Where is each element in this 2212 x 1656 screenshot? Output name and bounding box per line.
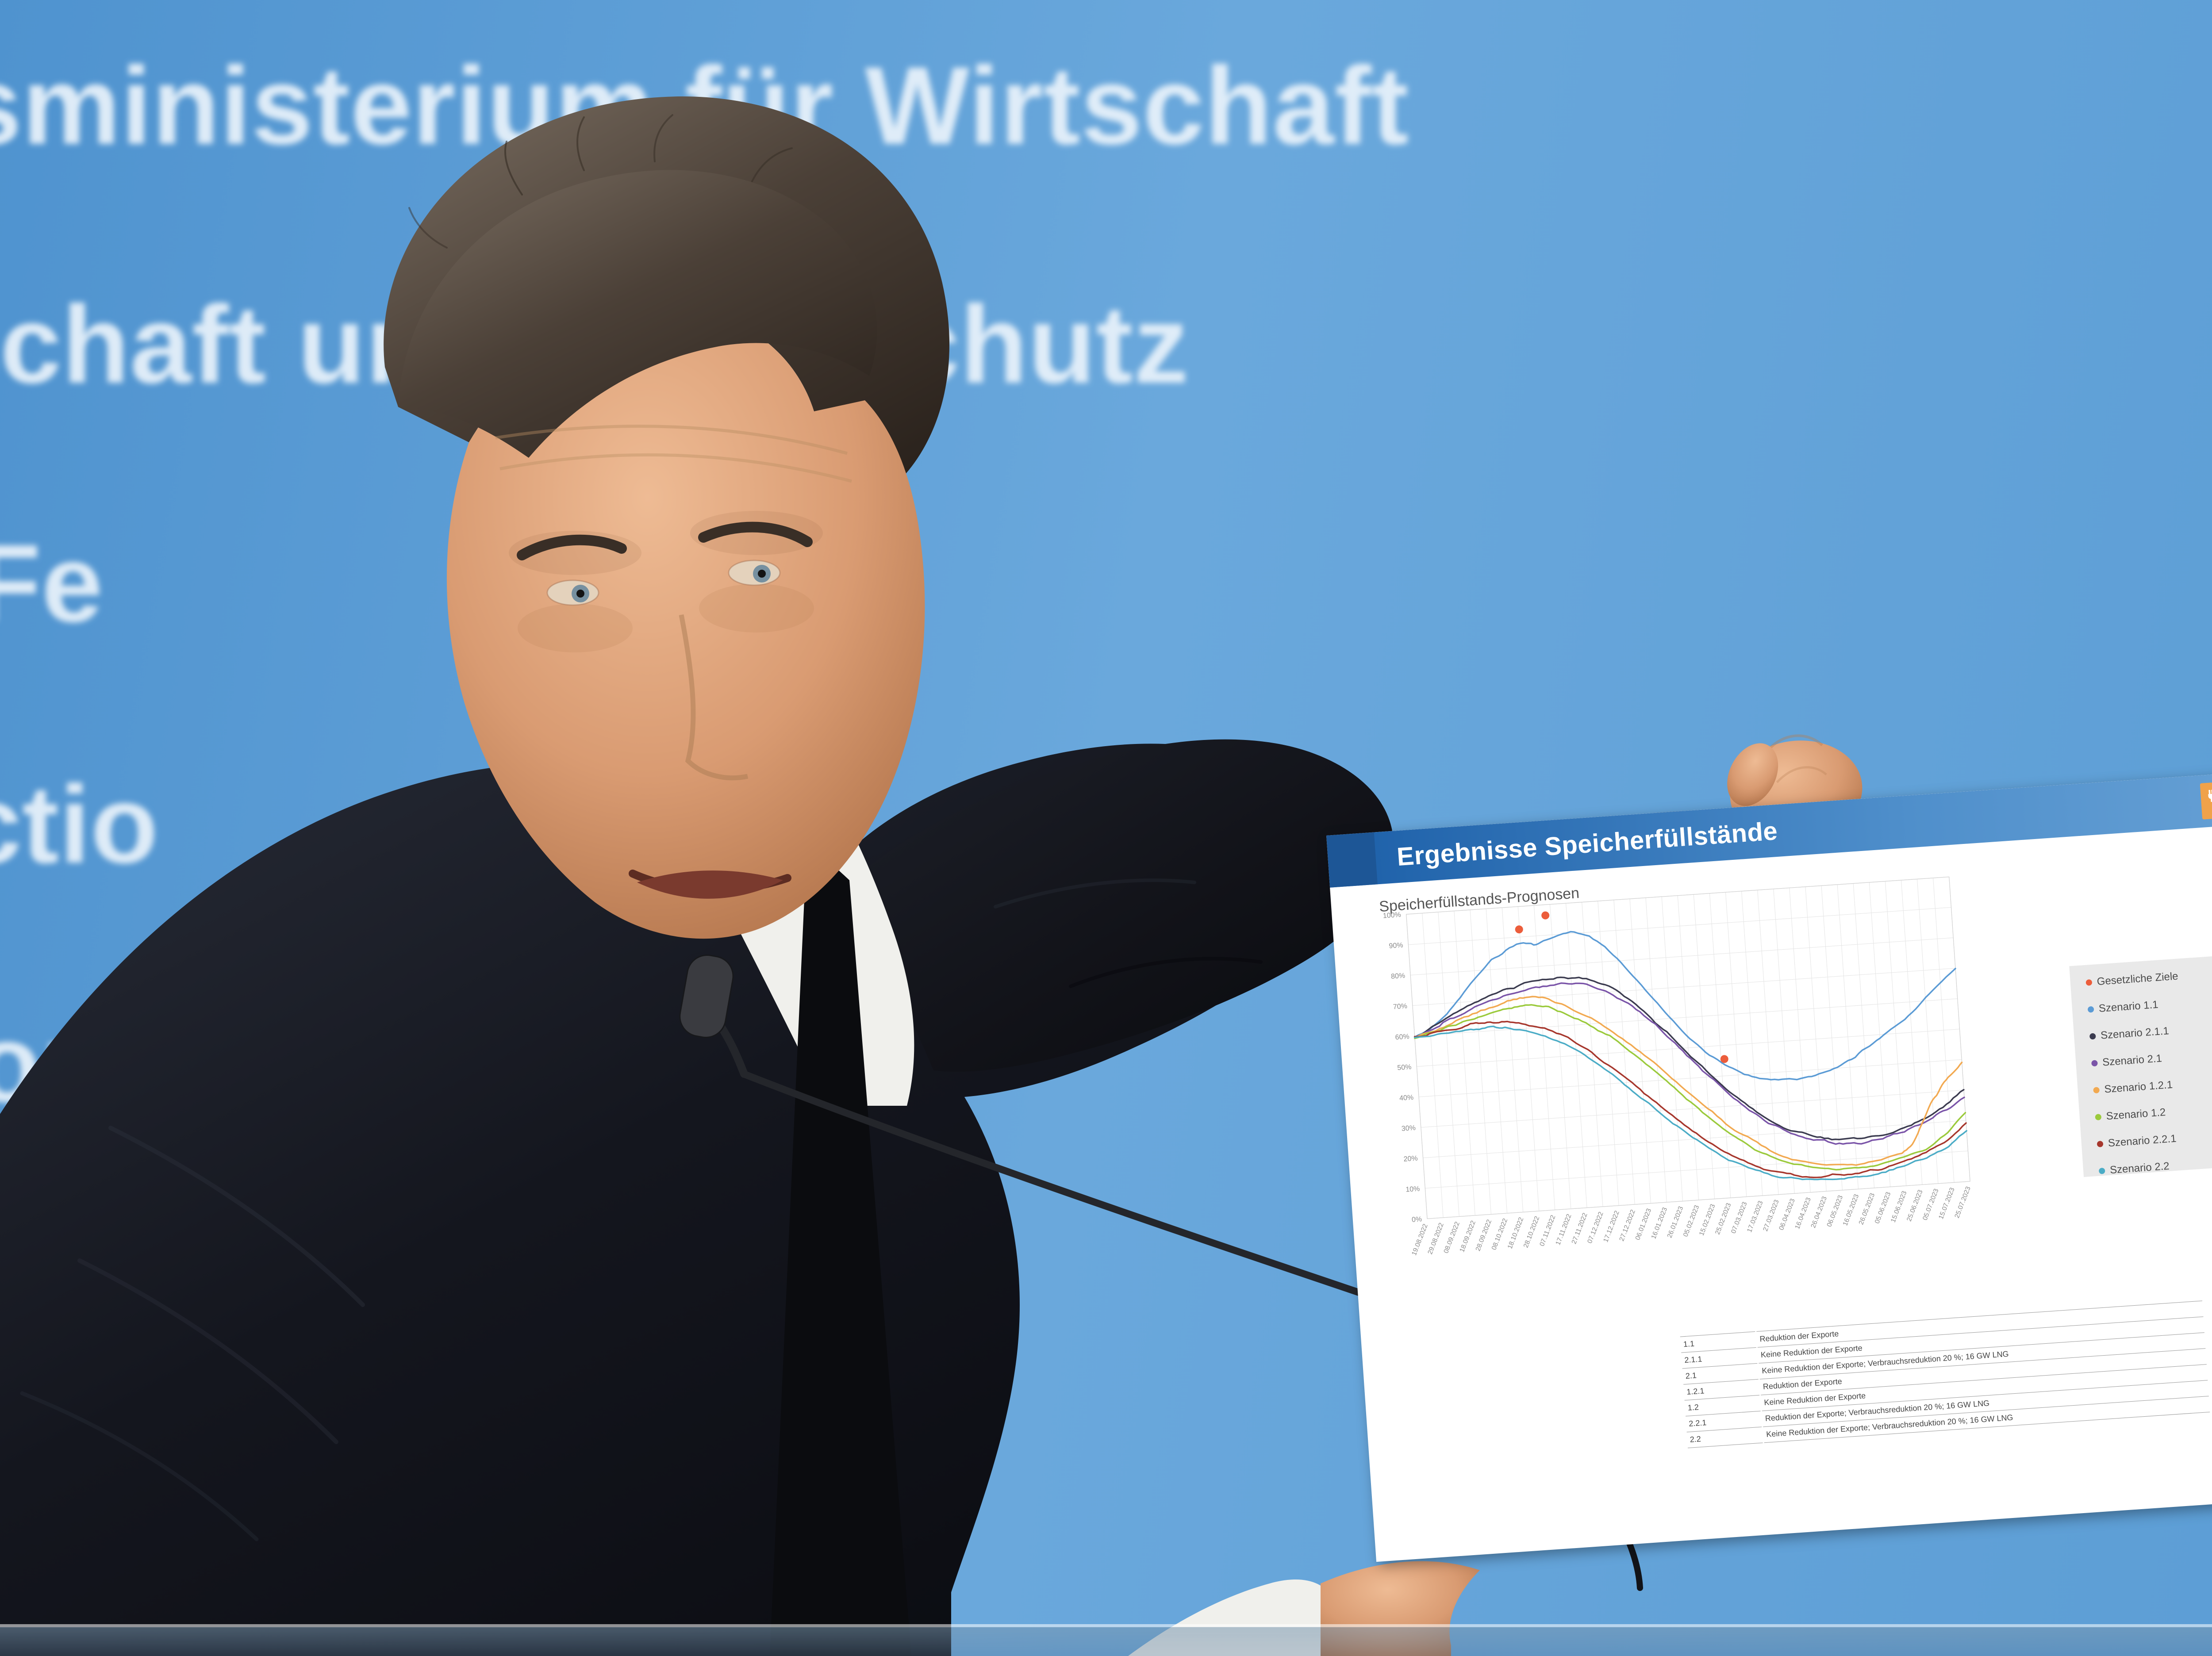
svg-text:17.11.2022: 17.11.2022 (1554, 1213, 1573, 1246)
svg-text:80%: 80% (1391, 972, 1406, 981)
svg-text:20%: 20% (1403, 1155, 1418, 1163)
svg-text:100%: 100% (1382, 911, 1401, 920)
svg-text:60%: 60% (1395, 1033, 1409, 1041)
svg-text:40%: 40% (1399, 1094, 1414, 1102)
svg-text:10%: 10% (1406, 1185, 1420, 1193)
svg-text:07.11.2022: 07.11.2022 (1538, 1214, 1557, 1247)
svg-text:50%: 50% (1397, 1063, 1412, 1072)
svg-text:25.07.2023: 25.07.2023 (1953, 1185, 1972, 1219)
svg-text:70%: 70% (1393, 1002, 1407, 1011)
svg-text:90%: 90% (1389, 942, 1403, 950)
svg-text:0%: 0% (1411, 1215, 1422, 1224)
svg-text:30%: 30% (1401, 1124, 1416, 1133)
